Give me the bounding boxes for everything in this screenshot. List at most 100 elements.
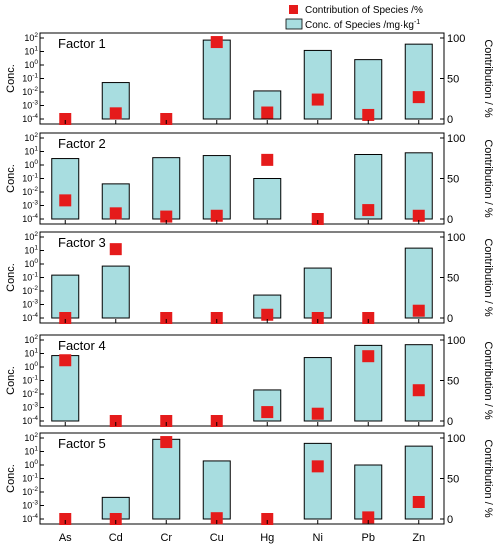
conc-tick-label: 10-4 <box>22 113 38 124</box>
conc-tick-label: 10-1 <box>22 73 38 84</box>
contribution-tick-label: 0 <box>447 214 453 226</box>
conc-bar-cr <box>152 157 181 220</box>
factor-title: Factor 4 <box>58 338 106 353</box>
conc-tick-label: 101 <box>24 146 38 157</box>
conc-bar-hg <box>253 178 282 220</box>
contribution-marker-zn <box>412 495 425 508</box>
conc-tick-label: 102 <box>24 32 38 43</box>
conc-bar-cr <box>152 438 181 520</box>
contribution-marker-cd <box>109 415 122 427</box>
contribution-marker-zn <box>412 304 425 317</box>
conc-bar-pb <box>354 464 383 520</box>
legend-contribution-marker <box>289 5 298 14</box>
contribution-marker-cd <box>109 107 122 120</box>
conc-bar-cu <box>202 460 231 520</box>
contribution-marker-zn <box>412 91 425 104</box>
conc-tick-label: 10-2 <box>22 486 38 497</box>
contribution-marker-as <box>59 113 72 125</box>
contribution-marker-as <box>59 312 72 324</box>
conc-tick-label: 101 <box>24 348 38 359</box>
conc-tick-label: 100 <box>24 258 38 269</box>
conc-tick-label: 10-3 <box>22 500 38 511</box>
contribution-marker-cu <box>210 312 223 324</box>
conc-bar-hg <box>253 90 282 120</box>
conc-axis-label: Conc. <box>5 366 17 395</box>
legend-concentration-swatch <box>285 18 303 30</box>
panel-factor-5: 10-4 10-3 10-2 10-1 100 101 102 0 50 100 Factor 5 C… <box>5 432 494 526</box>
category-label-cd: Cd <box>109 532 123 544</box>
conc-tick-label: 100 <box>24 361 38 372</box>
category-label-ni: Ni <box>313 532 323 544</box>
contribution-tick-label: 100 <box>447 433 465 445</box>
contribution-tick-label: 100 <box>447 335 465 347</box>
contribution-tick-label: 0 <box>447 514 453 526</box>
conc-bar-as <box>51 355 80 422</box>
conc-tick-label: 102 <box>24 334 38 345</box>
conc-tick-label: 101 <box>24 446 38 457</box>
conc-tick-label: 10-2 <box>22 388 38 399</box>
contribution-tick-label: 50 <box>447 474 459 486</box>
contribution-marker-as <box>59 513 72 525</box>
contribution-tick-label: 50 <box>447 273 459 285</box>
conc-axis-label: Conc. <box>5 263 17 292</box>
category-label-zn: Zn <box>412 532 425 544</box>
conc-tick-label: 10-4 <box>22 312 38 323</box>
factor-title: Factor 2 <box>58 136 106 151</box>
contribution-marker-cu <box>210 512 223 525</box>
contribution-marker-cr <box>160 113 173 125</box>
conc-bar-zn <box>404 344 433 422</box>
contribution-marker-hg <box>261 106 274 119</box>
conc-tick-label: 102 <box>24 132 38 143</box>
contribution-marker-as <box>59 194 72 207</box>
conc-bar-cu <box>202 155 231 220</box>
conc-tick-label: 10-2 <box>22 186 38 197</box>
contribution-marker-hg <box>261 308 274 321</box>
contribution-marker-cu <box>210 209 223 222</box>
contribution-tick-label: 0 <box>447 416 453 428</box>
legend-contribution-label: Contribution of Species /% <box>305 5 423 16</box>
contribution-marker-ni <box>311 93 324 106</box>
contribution-marker-cr <box>160 415 173 427</box>
conc-bar-as <box>51 274 80 319</box>
panels: 10-4 10-3 10-2 10-1 100 101 102 0 50 100 Factor 1 C… <box>5 32 494 526</box>
x-axis: As Cd Cr Cu Hg Ni Pb Zn <box>59 532 425 544</box>
contribution-marker-cu <box>210 36 223 49</box>
conc-axis-label: Conc. <box>5 464 17 493</box>
legend-concentration-unit-exponent: -1 <box>414 19 420 26</box>
conc-tick-label: 102 <box>24 231 38 242</box>
conc-tick-label: 101 <box>24 46 38 57</box>
contribution-marker-pb <box>362 108 375 121</box>
factor-title: Factor 1 <box>58 36 106 51</box>
conc-tick-label: 10-1 <box>22 173 38 184</box>
category-label-as: As <box>59 532 72 544</box>
panel-factor-3: 10-4 10-3 10-2 10-1 100 101 102 0 50 100 Factor 3 C… <box>5 231 494 325</box>
conc-bar-cu <box>202 39 231 120</box>
contribution-marker-hg <box>261 153 274 166</box>
contribution-marker-hg <box>261 406 274 419</box>
contribution-marker-pb <box>362 204 375 217</box>
contribution-marker-cr <box>160 210 173 223</box>
contribution-marker-cu <box>210 415 223 427</box>
conc-tick-label: 101 <box>24 245 38 256</box>
contribution-tick-label: 0 <box>447 114 453 126</box>
conc-bar-cd <box>101 265 130 319</box>
legend-concentration-label: Conc. of Species /mg·kg-1 <box>305 19 420 31</box>
conc-bar-zn <box>404 43 433 120</box>
legend: Contribution of Species /% Conc. of Spec… <box>285 5 423 31</box>
conc-axis-label: Conc. <box>5 164 17 193</box>
conc-tick-label: 10-3 <box>22 200 38 211</box>
conc-bar-as <box>51 158 80 220</box>
contribution-tick-label: 100 <box>447 33 465 45</box>
conc-tick-label: 100 <box>24 159 38 170</box>
contribution-tick-label: 50 <box>447 376 459 388</box>
contribution-axis-label: Contribution / % <box>482 439 494 517</box>
contribution-marker-cd <box>109 513 122 525</box>
conc-axis-label: Conc. <box>5 64 17 93</box>
conc-bar-ni <box>303 49 332 120</box>
contribution-marker-cd <box>109 243 122 256</box>
contribution-marker-pb <box>362 350 375 363</box>
conc-tick-label: 10-2 <box>22 86 38 97</box>
contribution-axis-label: Contribution / % <box>482 39 494 117</box>
contribution-axis-label: Contribution / % <box>482 139 494 217</box>
